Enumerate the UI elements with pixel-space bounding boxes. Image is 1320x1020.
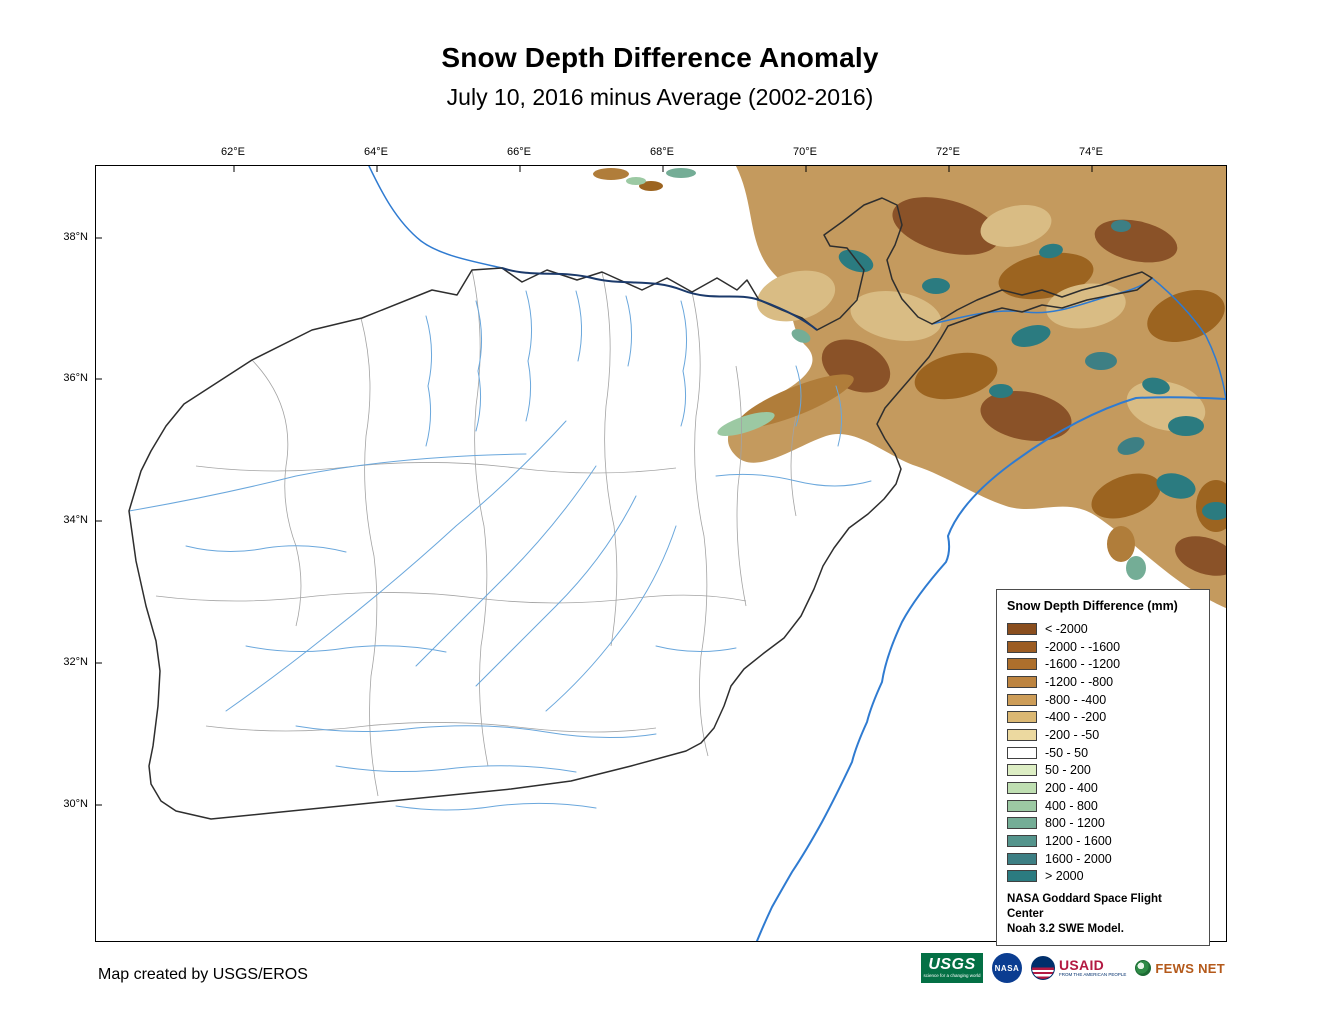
legend-label: 800 - 1200 — [1045, 816, 1105, 831]
fews-globe-icon — [1135, 960, 1152, 976]
legend-swatch — [1007, 640, 1037, 653]
fewsnet-logo: FEWS NET — [1135, 960, 1225, 976]
legend-row: -400 - -200 — [1007, 708, 1199, 726]
legend-row: -1200 - -800 — [1007, 673, 1199, 691]
legend-entries: < -2000 -2000 - -1600 -1600 - -1200 -1200 -… — [1007, 620, 1199, 885]
legend-title: Snow Depth Difference (mm) — [1007, 599, 1178, 613]
map-subtitle: July 10, 2016 minus Average (2002-2016) — [446, 84, 874, 110]
legend-label: 1600 - 2000 — [1045, 851, 1112, 866]
legend-swatch — [1007, 711, 1037, 724]
lat-label: 32°N — [63, 656, 88, 668]
legend-swatch — [1007, 852, 1037, 865]
legend-row: -1600 - -1200 — [1007, 655, 1199, 673]
fewsnet-logo-text: FEWS NET — [1155, 960, 1225, 976]
legend-row: 200 - 400 — [1007, 779, 1199, 797]
legend-label: 50 - 200 — [1045, 763, 1091, 778]
legend-label: < -2000 — [1045, 621, 1088, 636]
legend-row: -2000 - -1600 — [1007, 638, 1199, 656]
map-credit: Map created by USGS/EROS — [98, 966, 308, 983]
usaid-logo-text: USAID — [1058, 957, 1105, 974]
graticule-ticks — [96, 166, 1093, 806]
legend-row: -800 - -400 — [1007, 691, 1199, 709]
legend-label: -400 - -200 — [1045, 710, 1107, 725]
legend-source-line1: NASA Goddard Space Flight Center — [1007, 893, 1162, 921]
lat-label: 34°N — [63, 514, 88, 526]
map-graphic — [96, 166, 1226, 941]
legend-row: < -2000 — [1007, 620, 1199, 638]
usgs-logo: USGS science for a changing world — [920, 953, 983, 983]
footer-logos: USGS science for a changing world NASA U… — [920, 953, 1225, 983]
legend-swatch — [1007, 835, 1037, 848]
usgs-logo-text: USGS — [928, 956, 976, 974]
lon-label: 70°E — [793, 146, 817, 158]
legend-label: 1200 - 1600 — [1045, 834, 1112, 849]
legend-swatch — [1007, 658, 1037, 671]
legend-source-line2: Noah 3.2 SWE Model. — [1007, 923, 1124, 936]
lat-label: 30°N — [63, 798, 88, 810]
legend-row: 1600 - 2000 — [1007, 850, 1199, 868]
country-border — [128, 197, 1153, 820]
legend-row: 50 - 200 — [1007, 762, 1199, 780]
legend-label: -2000 - -1600 — [1045, 639, 1121, 654]
legend-swatch — [1007, 693, 1037, 706]
legend-swatch — [1007, 799, 1037, 812]
nasa-logo: NASA — [991, 953, 1022, 983]
legend-row: 1200 - 1600 — [1007, 832, 1199, 850]
lon-label: 72°E — [936, 146, 960, 158]
map-canvas: Snow Depth Difference (mm) < -2000 -2000 … — [95, 165, 1227, 947]
legend-label: -200 - -50 — [1045, 727, 1100, 742]
legend-row: 800 - 1200 — [1007, 815, 1199, 833]
legend-label: -50 - 50 — [1045, 745, 1089, 760]
province-boundaries — [155, 269, 797, 797]
lon-label: 68°E — [650, 146, 674, 158]
legend-label: -1600 - -1200 — [1045, 657, 1121, 672]
lon-label: 74°E — [1079, 146, 1103, 158]
legend-swatch — [1007, 870, 1037, 883]
legend-swatch — [1007, 622, 1037, 635]
usgs-logo-tagline: science for a changing world — [923, 973, 981, 979]
legend-label: > 2000 — [1045, 869, 1084, 884]
legend-label: -1200 - -800 — [1045, 674, 1114, 689]
lon-label: 62°E — [221, 146, 245, 158]
usaid-logo-tagline: FROM THE AMERICAN PEOPLE — [1058, 972, 1127, 978]
legend-swatch — [1007, 728, 1037, 741]
rivers — [128, 290, 872, 811]
usaid-logo-textcol: USAID FROM THE AMERICAN PEOPLE — [1059, 958, 1126, 978]
legend-row: -200 - -50 — [1007, 726, 1199, 744]
legend-swatch — [1007, 764, 1037, 777]
legend-row: -50 - 50 — [1007, 744, 1199, 762]
lon-label: 66°E — [507, 146, 531, 158]
legend-swatch — [1007, 817, 1037, 830]
legend-source-note: NASA Goddard Space Flight Center Noah 3.… — [1007, 892, 1199, 937]
legend-label: 200 - 400 — [1045, 781, 1098, 796]
legend-row: > 2000 — [1007, 868, 1199, 886]
legend: Snow Depth Difference (mm) < -2000 -2000 … — [996, 589, 1210, 947]
nasa-logo-text: NASA — [994, 963, 1020, 973]
legend-swatch — [1007, 675, 1037, 688]
map-title: Snow Depth Difference Anomaly — [441, 42, 879, 73]
legend-swatch — [1007, 746, 1037, 759]
lat-label: 36°N — [63, 372, 88, 384]
lat-label: 38°N — [63, 231, 88, 243]
lon-label: 64°E — [364, 146, 388, 158]
legend-swatch — [1007, 782, 1037, 795]
legend-label: 400 - 800 — [1045, 798, 1098, 813]
usaid-logo: USAID FROM THE AMERICAN PEOPLE — [1030, 956, 1126, 980]
usaid-seal-icon — [1030, 956, 1055, 980]
snow-anomaly-raster — [593, 166, 1226, 608]
major-rivers — [368, 166, 1226, 941]
legend-row: 400 - 800 — [1007, 797, 1199, 815]
legend-label: -800 - -400 — [1045, 692, 1107, 707]
